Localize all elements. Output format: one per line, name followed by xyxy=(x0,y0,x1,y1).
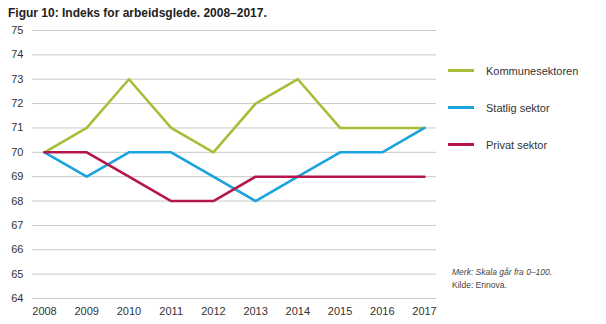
svg-text:69: 69 xyxy=(11,170,23,182)
svg-text:70: 70 xyxy=(11,146,23,158)
svg-text:75: 75 xyxy=(11,24,23,36)
svg-text:2011: 2011 xyxy=(159,305,183,317)
html-text:Kilde: Ennova.: Kilde: Ennova. xyxy=(452,280,507,290)
svg-text:2017: 2017 xyxy=(412,305,436,317)
svg-text:2014: 2014 xyxy=(286,305,310,317)
svg-text:71: 71 xyxy=(11,121,23,133)
svg-text:64: 64 xyxy=(11,292,23,304)
html-text:Figur 10: Indeks for arbeidsgl: Figur 10: Indeks for arbeidsglede. 2008–… xyxy=(8,6,267,20)
svg-text:2015: 2015 xyxy=(328,305,352,317)
svg-text:2013: 2013 xyxy=(243,305,267,317)
html-text:Merk: Skala går fra 0–100.: Merk: Skala går fra 0–100. xyxy=(452,267,553,277)
svg-text:65: 65 xyxy=(11,268,23,280)
svg-text:2016: 2016 xyxy=(370,305,394,317)
svg-text:2012: 2012 xyxy=(201,305,225,317)
svg-text:72: 72 xyxy=(11,97,23,109)
svg-text:67: 67 xyxy=(11,219,23,231)
svg-text:68: 68 xyxy=(11,195,23,207)
svg-text:73: 73 xyxy=(11,73,23,85)
html-text:Privat sektor: Privat sektor xyxy=(486,138,548,151)
html-text:Statlig sektor: Statlig sektor xyxy=(486,101,550,114)
svg-text:2008: 2008 xyxy=(32,305,56,317)
svg-text:66: 66 xyxy=(11,243,23,255)
svg-text:2010: 2010 xyxy=(117,305,141,317)
html-text:Kommunesektoren: Kommunesektoren xyxy=(486,64,579,77)
svg-text:74: 74 xyxy=(11,48,23,60)
svg-text:2009: 2009 xyxy=(74,305,98,317)
